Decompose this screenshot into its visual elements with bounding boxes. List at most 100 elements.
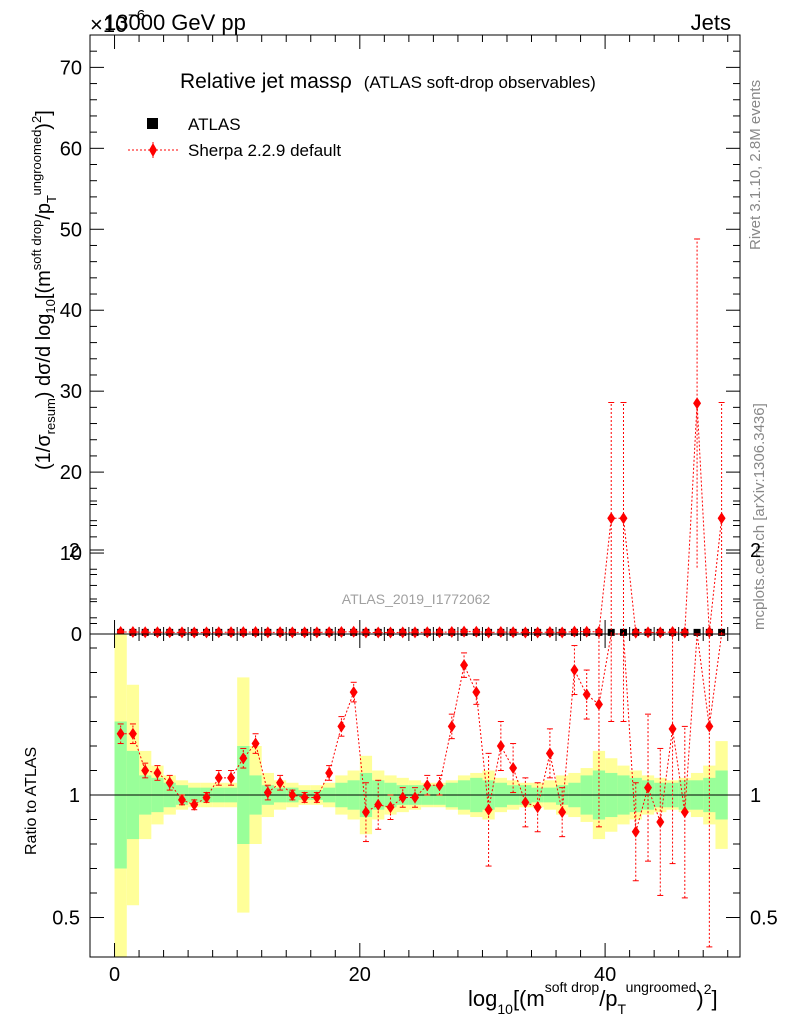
sherpa-data-point: [717, 512, 726, 525]
sherpa-data-point: [668, 625, 677, 638]
ratio-sherpa-point: [374, 798, 383, 811]
ratio-sherpa-point: [435, 779, 444, 792]
main-y-tick-label: 0: [71, 624, 82, 646]
sherpa-data-point: [680, 626, 689, 639]
sherpa-data-point: [607, 512, 616, 525]
sherpa-data-point: [435, 626, 444, 639]
ratio-sherpa-point: [521, 796, 530, 809]
ratio-sherpa-point: [116, 727, 125, 740]
ratio-sherpa-point: [472, 686, 481, 699]
sherpa-data-point: [656, 626, 665, 639]
chart-title-symbol: ρ: [340, 70, 352, 93]
main-y-tick-label: 70: [60, 57, 82, 79]
x-axis-label: log10[(msoft drop/pTungroomed)2]: [468, 979, 718, 1017]
sherpa-data-point: [472, 625, 481, 638]
sherpa-data-point: [361, 626, 370, 639]
sherpa-data-point: [570, 625, 579, 638]
x-tick-label: 20: [349, 964, 371, 986]
sherpa-data-point: [423, 626, 432, 639]
exponent-label: ×10: [90, 12, 127, 37]
ratio-sherpa-point: [423, 779, 432, 792]
ratio-sherpa-point: [668, 722, 677, 735]
ratio-y-tick-label-right: 2: [750, 540, 761, 562]
sherpa-data-point: [263, 626, 272, 639]
ratio-sherpa-point: [680, 806, 689, 819]
ratio-sherpa-point: [656, 815, 665, 828]
legend: ATLAS Sherpa 2.2.9 default: [128, 115, 341, 160]
sherpa-data-point: [644, 626, 653, 639]
ratio-sherpa-point: [644, 781, 653, 794]
ratio-sherpa-point: [705, 720, 714, 733]
sherpa-data-point: [447, 625, 456, 638]
legend-atlas-label: ATLAS: [188, 115, 241, 134]
sherpa-data-point: [251, 626, 260, 639]
sherpa-data-point: [582, 625, 591, 638]
ratio-y-tick-label: 2: [69, 540, 80, 562]
chart-title-text: Relative jet mass: [180, 70, 340, 93]
sherpa-data-point: [128, 625, 137, 638]
sherpa-data-point: [398, 626, 407, 639]
ratio-sherpa-point: [361, 806, 370, 819]
ratio-sherpa-point: [288, 789, 297, 801]
ratio-sherpa-point: [214, 771, 223, 784]
ratio-sherpa-point: [128, 727, 137, 740]
main-y-tick-label: 20: [60, 462, 82, 484]
sherpa-data-point: [411, 626, 419, 639]
ratio-sherpa-point: [460, 659, 469, 672]
sherpa-data-point: [484, 626, 493, 639]
sherpa-data-point: [374, 626, 383, 639]
main-y-tick-label: 10: [60, 543, 82, 565]
sherpa-data-point: [202, 626, 211, 639]
sherpa-data-point: [545, 626, 554, 639]
ratio-sherpa-point: [509, 762, 518, 775]
sherpa-data-point: [693, 397, 702, 410]
ratio-sherpa-point: [386, 801, 395, 814]
x-tick-label: 40: [594, 964, 616, 986]
ratio-y-tick-label-right: 1: [750, 785, 761, 807]
y-axis-label: (1/σresum) dσ/d log10[(msoft drop/pTungr…: [29, 110, 59, 470]
legend-sherpa-label: Sherpa 2.2.9 default: [188, 141, 341, 160]
ratio-y-tick-label: 1: [69, 785, 80, 807]
sherpa-data-point: [300, 626, 309, 639]
main-y-tick-label: 50: [60, 219, 82, 241]
sherpa-data-point: [288, 626, 297, 639]
sherpa-data-point: [227, 626, 236, 639]
ratio-sherpa-point: [582, 688, 591, 701]
sherpa-data-point: [509, 626, 518, 639]
legend-sherpa-marker: [149, 143, 157, 157]
rivet-label: Rivet 3.1.10, 2.8M events: [747, 80, 764, 250]
ratio-sherpa-point: [533, 801, 542, 814]
sherpa-data-point: [349, 625, 358, 638]
ratio-sherpa-point: [496, 740, 505, 752]
atlas-data-point: [693, 628, 701, 636]
ratio-sherpa-point: [631, 825, 640, 838]
analysis-watermark: ATLAS_2019_I1772062: [342, 591, 491, 607]
sherpa-data-point: [705, 625, 714, 638]
ratio-sherpa-point: [300, 791, 309, 804]
mcplots-label: mcplots.cern.ch [arXiv:1306.3436]: [751, 403, 768, 630]
ratio-sherpa-point: [202, 791, 211, 804]
sherpa-data-point: [460, 625, 469, 638]
ratio-sherpa-point: [251, 737, 260, 750]
legend-atlas-marker: [147, 118, 158, 129]
sherpa-data-point: [496, 626, 505, 639]
ratio-sherpa-point: [141, 764, 150, 777]
sherpa-data-point: [141, 626, 150, 639]
ratio-sherpa-point: [227, 771, 236, 784]
ratio-y-axis-label: Ratio to ATLAS: [23, 747, 40, 855]
sherpa-data-point: [619, 512, 628, 525]
sherpa-data-point: [276, 626, 285, 639]
sherpa-data-point: [631, 626, 640, 639]
sherpa-data-point: [177, 626, 186, 639]
ratio-sherpa-point: [349, 686, 358, 699]
ratio-sherpa-point: [337, 720, 346, 733]
ratio-y-tick-label-right: 0.5: [750, 908, 778, 930]
sherpa-data-point: [521, 626, 530, 639]
sherpa-data-point: [165, 626, 174, 639]
main-panel: 0 10 20 30 40 50 60 70: [60, 34, 741, 646]
sherpa-data-point: [239, 626, 248, 639]
ratio-y-tick-label: 0.5: [52, 908, 80, 930]
ratio-sherpa-point: [312, 791, 321, 804]
sherpa-data-point: [337, 625, 346, 638]
ratio-sherpa-point: [484, 803, 493, 816]
